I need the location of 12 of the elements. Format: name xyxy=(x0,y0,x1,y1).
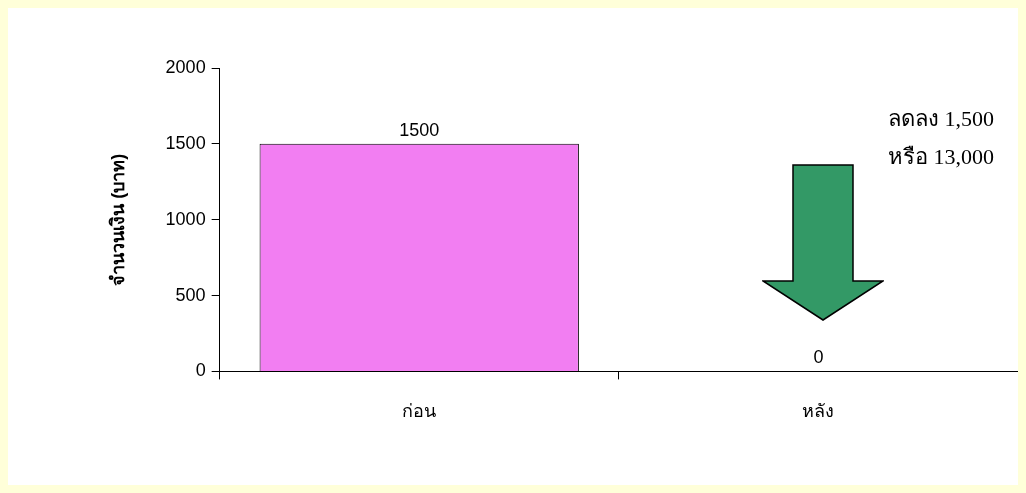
data-label: 0 xyxy=(813,347,824,368)
data-label: 1500 xyxy=(399,119,440,140)
annotation: หรือ 13,000 xyxy=(888,143,994,169)
x-tick-label: หลัง xyxy=(802,401,835,422)
y-tick-label: 1000 xyxy=(165,208,206,229)
annotation: ลดลง 1,500 xyxy=(888,105,994,131)
y-tick-label: 2000 xyxy=(165,56,206,77)
y-tick-label: 1500 xyxy=(165,132,206,153)
y-tick-label: 0 xyxy=(195,360,206,381)
y-axis-title: จำนวนเงิน (บาท) xyxy=(107,153,128,286)
x-tick-label: ก่อน xyxy=(402,401,437,422)
y-tick-label: 500 xyxy=(175,284,206,305)
